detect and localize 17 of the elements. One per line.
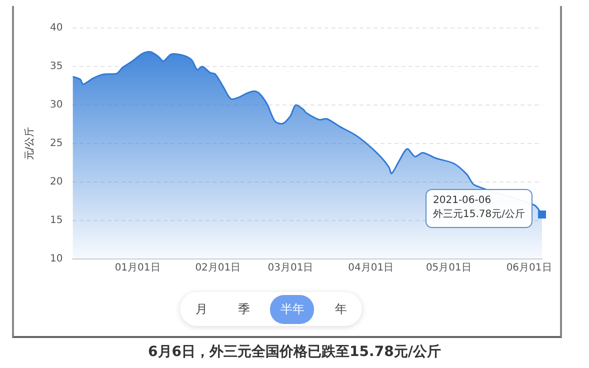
annotation: 2021-06-06 外三元15.78元/公斤 [433, 195, 526, 220]
x-tick-label: 04月01日 [348, 262, 394, 274]
y-tick-label: 10 [50, 254, 63, 265]
x-tick-label: 01月01日 [114, 262, 160, 274]
range-selector: 月 季 半年 年 [180, 292, 362, 326]
y-tick-label: 35 [50, 61, 63, 72]
text: 6月6日，外三元全国价格已跌至15.78元/公斤 [147, 343, 442, 361]
x-tick-label: 05月01日 [426, 262, 472, 274]
y-tick-label: 25 [50, 138, 63, 150]
y-tick-label: 40 [50, 22, 63, 34]
y-tick-label: 30 [50, 100, 63, 111]
x-tick-label: 03月01日 [268, 262, 314, 274]
y-tick-label: 15 [50, 215, 63, 226]
y-axis-title: 元/公斤 [24, 126, 36, 160]
x-tick-label: 02月01日 [195, 262, 241, 274]
y-tick-label: 20 [50, 176, 63, 188]
x-tick-label: 06月01日 [506, 262, 552, 274]
